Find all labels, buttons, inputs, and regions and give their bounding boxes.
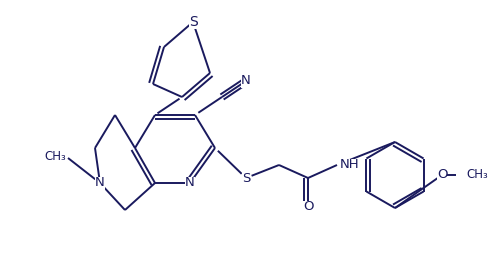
Text: O: O [303,200,313,214]
Text: N: N [241,74,251,87]
Text: CH₃: CH₃ [44,150,66,163]
Text: CH₃: CH₃ [466,168,488,182]
Text: O: O [437,168,447,182]
Text: S: S [189,15,197,29]
Text: N: N [185,177,195,189]
Text: S: S [242,171,250,184]
Text: NH: NH [340,158,360,171]
Text: N: N [95,177,105,189]
